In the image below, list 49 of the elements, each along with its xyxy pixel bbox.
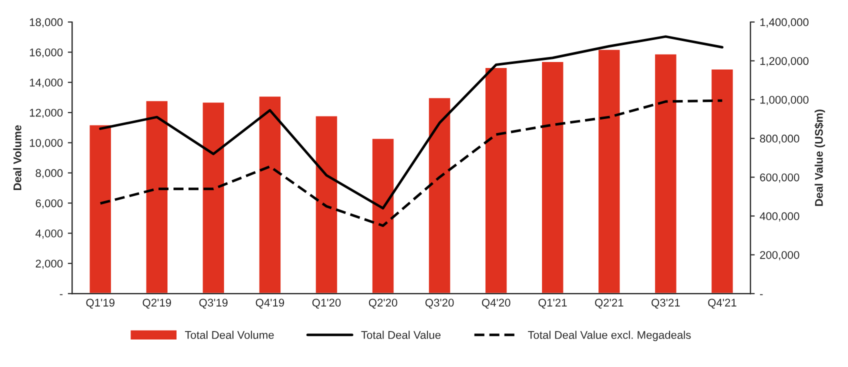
x-tick-label: Q4'21 xyxy=(708,298,736,309)
y2-axis-title: Deal Value (US$m) xyxy=(814,110,826,206)
x-tick-label: Q4'19 xyxy=(256,298,284,309)
y-tick-label: 6,000 xyxy=(36,199,63,209)
bar xyxy=(428,96,452,294)
x-tick-label: Q3'19 xyxy=(199,298,228,309)
y-tick-label: 14,000 xyxy=(30,78,63,88)
y-tick-label: 16,000 xyxy=(30,48,63,58)
bar xyxy=(654,53,678,294)
legend-label: Total Deal Volume xyxy=(184,330,274,339)
x-tick-label: Q1'19 xyxy=(86,298,114,309)
legend-label: Total Deal Value excl. Megadeals xyxy=(528,330,691,342)
bar xyxy=(484,66,508,294)
y2-tick-label: 1,000,000 xyxy=(760,96,809,106)
x-tick-label: Q2'20 xyxy=(368,298,398,309)
bar xyxy=(597,48,622,294)
y-tick-label: 18,000 xyxy=(30,18,63,28)
line-series xyxy=(99,99,724,227)
y-axis-title: Deal Volume xyxy=(13,125,22,190)
y2-tick-label: 200,000 xyxy=(760,251,800,260)
y-tick-label: 12,000 xyxy=(30,108,63,118)
bar xyxy=(88,124,112,294)
y2-tick-label: 800,000 xyxy=(760,134,800,144)
y2-tick-label: 600,000 xyxy=(760,173,800,183)
bar xyxy=(144,100,169,294)
bar xyxy=(710,68,734,294)
x-tick-label: Q3'21 xyxy=(652,298,680,309)
y2-tick-label: 1,200,000 xyxy=(760,57,809,66)
y-tick-label: - xyxy=(60,294,63,296)
x-tick-label: Q2'19 xyxy=(142,298,172,309)
y2-tick-label: - xyxy=(760,294,763,296)
bar xyxy=(371,138,396,294)
bar xyxy=(201,101,226,294)
bar xyxy=(314,114,338,294)
y2-tick-label: 1,400,000 xyxy=(760,18,809,28)
x-tick-label: Q2'21 xyxy=(595,298,624,309)
line-series xyxy=(99,35,724,210)
x-tick-label: Q3'20 xyxy=(425,298,454,309)
bar xyxy=(258,95,282,294)
x-tick-label: Q1'20 xyxy=(312,298,341,309)
bar xyxy=(540,60,565,294)
y-tick-label: 4,000 xyxy=(36,230,63,239)
y2-tick-label: 400,000 xyxy=(760,212,800,222)
y-tick-label: 8,000 xyxy=(36,169,63,178)
y-tick-label: 10,000 xyxy=(30,138,63,148)
x-tick-label: Q1'21 xyxy=(538,298,567,309)
legend-label: Total Deal Value xyxy=(361,330,441,339)
y-tick-label: 2,000 xyxy=(36,260,63,269)
x-tick-label: Q4'20 xyxy=(482,298,510,309)
